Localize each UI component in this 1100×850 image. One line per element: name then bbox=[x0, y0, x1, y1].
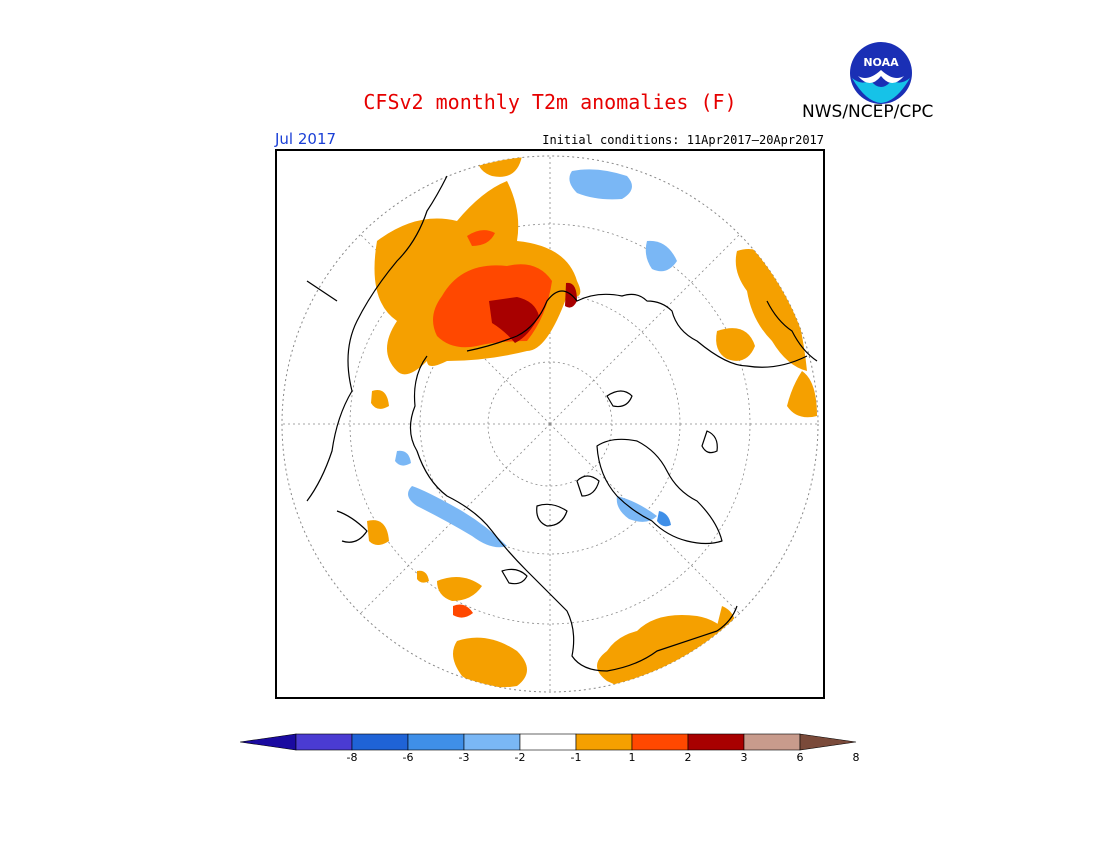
colorbar-tick-label: -6 bbox=[402, 751, 414, 764]
warm-anomaly-greenland bbox=[717, 606, 736, 637]
warm-anomaly-us-west bbox=[453, 637, 527, 688]
colorbar-segment bbox=[295, 733, 353, 751]
chart-title: CFSv2 monthly T2m anomalies (F) bbox=[363, 90, 737, 114]
colorbar-tick-label: 2 bbox=[684, 751, 692, 764]
globe-boundary bbox=[281, 155, 819, 693]
warm-anomaly-bering bbox=[367, 520, 389, 545]
cold-anomaly-canada bbox=[408, 486, 507, 548]
colorbar-segment bbox=[351, 733, 409, 751]
colorbar bbox=[239, 733, 862, 755]
colorbar-segment bbox=[407, 733, 465, 751]
colorbar-segment bbox=[463, 733, 521, 751]
colorbar-low-arrow bbox=[239, 733, 297, 751]
colorbar-segment bbox=[575, 733, 633, 751]
colorbar-tick-label: -8 bbox=[346, 751, 358, 764]
coastlines bbox=[306, 175, 818, 672]
colorbar-tick-label: 1 bbox=[628, 751, 636, 764]
warm-anomaly-iberia bbox=[787, 371, 817, 418]
warm-anomaly-alaska bbox=[437, 577, 482, 601]
colorbar-segment bbox=[631, 733, 689, 751]
colorbar-tick-label: -2 bbox=[514, 751, 526, 764]
colorbar-segment bbox=[519, 733, 577, 751]
noaa-logo: NOAA bbox=[848, 40, 914, 110]
initial-conditions-label: Initial conditions: 11Apr2017–20Apr2017 bbox=[542, 133, 824, 147]
colorbar-high-arrow bbox=[799, 733, 857, 751]
target-month: Jul 2017 bbox=[275, 130, 337, 148]
colorbar-tick-label: -1 bbox=[570, 751, 582, 764]
colorbar-segment bbox=[743, 733, 801, 751]
colorbar-tick-label: 8 bbox=[852, 751, 860, 764]
hot-anomaly-siberia bbox=[489, 297, 539, 343]
warm-anomaly-canada-east bbox=[597, 615, 737, 692]
warm-anomaly-pacific-nw bbox=[417, 570, 429, 583]
cold-anomaly-north-atlantic bbox=[569, 169, 632, 200]
warm-anomaly-north-pacific bbox=[477, 156, 522, 177]
warm-anomaly-scandinavia bbox=[716, 328, 755, 361]
colorbar-tick-label: 6 bbox=[796, 751, 804, 764]
warm-anomaly-labrador bbox=[371, 390, 389, 409]
organization-label: NWS/NCEP/CPC bbox=[802, 102, 934, 122]
colorbar-tick-label: -3 bbox=[458, 751, 470, 764]
cold-anomaly-barents bbox=[645, 240, 677, 272]
colorbar-segment bbox=[687, 733, 745, 751]
hot-anomaly-alaska bbox=[453, 604, 473, 618]
noaa-logo-text: NOAA bbox=[863, 56, 899, 69]
cold-anomaly-hudson bbox=[616, 496, 657, 522]
colorbar-tick-label: 3 bbox=[740, 751, 748, 764]
warm-anomaly-siberia-spot bbox=[467, 230, 495, 246]
polar-map bbox=[275, 149, 825, 699]
cold-anomaly-baffin bbox=[657, 511, 671, 527]
graticule bbox=[282, 156, 818, 692]
cold-anomaly-alaska-coast bbox=[395, 450, 411, 466]
